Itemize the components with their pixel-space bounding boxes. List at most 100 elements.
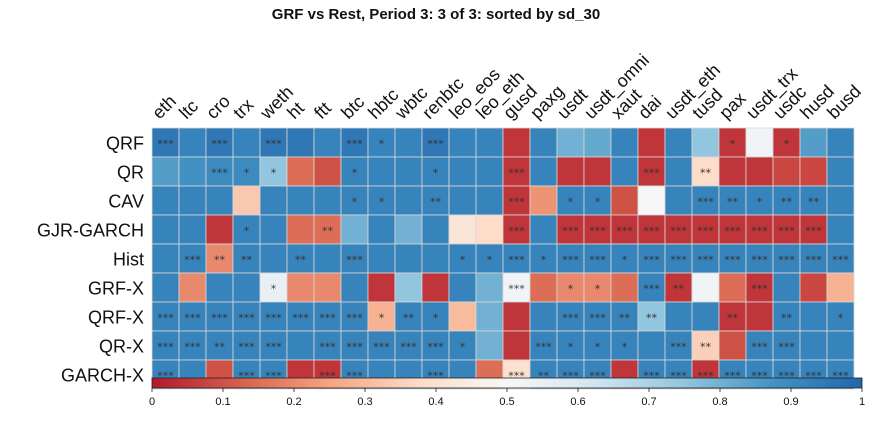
heatmap-cell xyxy=(502,127,531,158)
heatmap-cell xyxy=(637,330,666,361)
significance-stars: * xyxy=(568,196,574,209)
heatmap-cell xyxy=(259,214,288,245)
significance-stars: *** xyxy=(535,341,552,354)
heatmap-cell xyxy=(529,301,558,332)
heatmap-cell xyxy=(178,156,207,187)
heatmap-cell xyxy=(394,243,423,274)
row-label: Hist xyxy=(113,250,144,270)
significance-stars: *** xyxy=(778,254,795,267)
heatmap-cell xyxy=(286,214,315,245)
significance-stars: *** xyxy=(778,225,795,238)
heatmap-cell xyxy=(394,127,423,158)
heatmap-cell xyxy=(394,272,423,303)
heatmap-cell xyxy=(772,156,801,187)
significance-stars: *** xyxy=(319,341,336,354)
significance-stars: *** xyxy=(265,138,282,151)
heatmap-cell xyxy=(286,185,315,216)
significance-stars: *** xyxy=(751,225,768,238)
heatmap-cell xyxy=(664,185,693,216)
significance-stars: *** xyxy=(724,254,741,267)
heatmap-cell xyxy=(502,156,531,187)
significance-stars: *** xyxy=(562,312,579,325)
colorbar-tick-label: 0 xyxy=(149,396,155,408)
significance-stars: * xyxy=(487,254,493,267)
significance-stars: *** xyxy=(427,341,444,354)
heatmap-cell xyxy=(259,243,288,274)
heatmap-cell xyxy=(718,243,747,274)
heatmap-cell xyxy=(745,156,774,187)
heatmap-cell xyxy=(529,272,558,303)
colorbar-tick-label: 0.3 xyxy=(357,396,372,408)
heatmap-cell xyxy=(448,156,477,187)
heatmap-cell xyxy=(151,214,180,245)
significance-stars: *** xyxy=(562,254,579,267)
heatmap-cell xyxy=(421,185,450,216)
colorbar-tick-label: 0.9 xyxy=(783,396,798,408)
significance-stars: * xyxy=(244,225,250,238)
heatmap-cell xyxy=(610,127,639,158)
heatmap-cell xyxy=(745,127,774,158)
significance-stars: *** xyxy=(697,225,714,238)
colorbar-tick-label: 0.8 xyxy=(712,396,727,408)
heatmap-cell xyxy=(826,127,855,158)
heatmap-cell xyxy=(718,127,747,158)
significance-stars: *** xyxy=(157,312,174,325)
heatmap-cell xyxy=(205,272,234,303)
heatmap-cell xyxy=(664,127,693,158)
heatmap-cell xyxy=(232,243,261,274)
heatmap-cell xyxy=(178,243,207,274)
heatmap-cell xyxy=(691,301,720,332)
row-label: QRF-X xyxy=(88,308,144,328)
heatmap-cell xyxy=(232,214,261,245)
heatmap-cell xyxy=(556,214,585,245)
significance-stars: *** xyxy=(265,312,282,325)
heatmap-cell xyxy=(178,127,207,158)
row-label: GARCH-X xyxy=(61,366,144,386)
heatmap-cell xyxy=(826,272,855,303)
heatmap-cell xyxy=(313,243,342,274)
heatmap-cell xyxy=(232,272,261,303)
heatmap-cell xyxy=(421,127,450,158)
heatmap-cell xyxy=(691,243,720,274)
significance-stars: * xyxy=(352,167,358,180)
heatmap-cell xyxy=(259,185,288,216)
colorbar-tick-label: 0.4 xyxy=(428,396,443,408)
significance-stars: * xyxy=(379,312,385,325)
significance-stars: *** xyxy=(238,341,255,354)
heatmap-cell xyxy=(205,214,234,245)
heatmap-cell xyxy=(151,156,180,187)
heatmap-cell xyxy=(718,214,747,245)
heatmap-cell xyxy=(799,127,828,158)
significance-stars: *** xyxy=(616,225,633,238)
heatmap-cell xyxy=(529,127,558,158)
heatmap-cell xyxy=(583,272,612,303)
heatmap-cell xyxy=(556,127,585,158)
column-label: btc xyxy=(337,92,368,123)
significance-stars: ** xyxy=(295,254,307,267)
heatmap-cell xyxy=(502,272,531,303)
heatmap-cell xyxy=(232,127,261,158)
heatmap-cell xyxy=(556,243,585,274)
significance-stars: *** xyxy=(346,254,363,267)
significance-stars: *** xyxy=(724,225,741,238)
colorbar-tick-label: 1 xyxy=(859,396,865,408)
heatmap-cell xyxy=(394,301,423,332)
heatmap-cell xyxy=(340,301,369,332)
colorbar-tick-label: 0.7 xyxy=(641,396,656,408)
heatmap-cell xyxy=(151,272,180,303)
significance-stars: *** xyxy=(238,312,255,325)
significance-stars: * xyxy=(568,283,574,296)
heatmap-cell xyxy=(718,185,747,216)
heatmap-cell xyxy=(421,214,450,245)
heatmap-cell xyxy=(286,301,315,332)
heatmap-cell xyxy=(313,185,342,216)
significance-stars: *** xyxy=(643,225,660,238)
colorbar-tick-label: 0.6 xyxy=(570,396,585,408)
heatmap-cell xyxy=(286,156,315,187)
heatmap-cell xyxy=(826,301,855,332)
heatmap-cell xyxy=(556,156,585,187)
significance-stars: *** xyxy=(697,254,714,267)
heatmap-cell xyxy=(259,156,288,187)
heatmap-cell xyxy=(448,301,477,332)
significance-stars: * xyxy=(379,138,385,151)
